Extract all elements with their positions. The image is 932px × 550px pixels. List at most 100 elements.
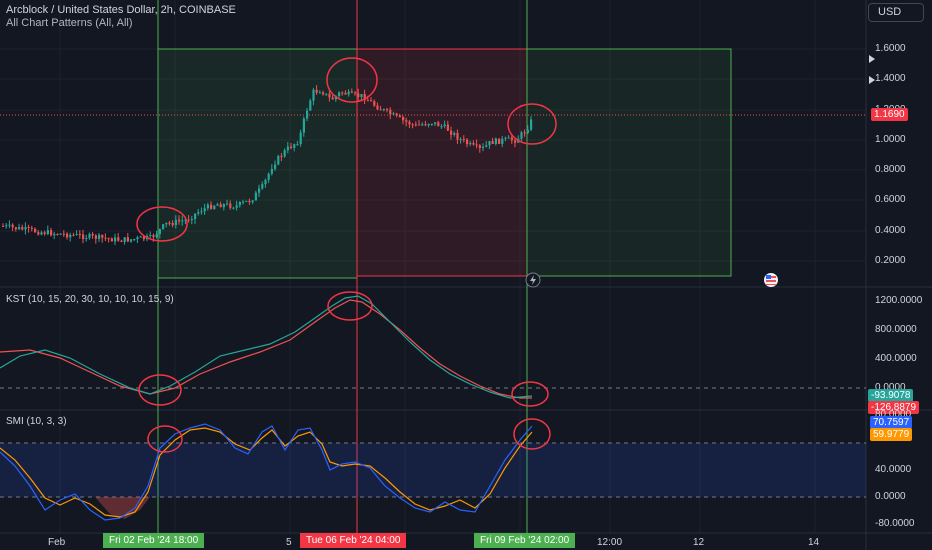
candle-body xyxy=(347,91,350,95)
time-tick: 12:00 xyxy=(597,537,623,548)
candle-body xyxy=(197,212,200,214)
smi-label[interactable]: SMI (10, 3, 3) xyxy=(6,416,67,427)
candle-body xyxy=(312,89,315,101)
currency-button[interactable]: USD xyxy=(868,3,924,22)
candle-body xyxy=(130,239,133,242)
candle-body xyxy=(200,211,203,213)
candle-body xyxy=(421,124,424,126)
candle-body xyxy=(248,200,251,203)
candle-body xyxy=(472,143,475,145)
candle-body xyxy=(136,237,139,240)
candle-body xyxy=(37,232,40,235)
candle-body xyxy=(338,92,341,96)
candle-body xyxy=(341,92,344,94)
candle-body xyxy=(274,164,277,169)
candle-body xyxy=(277,155,280,165)
smi-band xyxy=(0,443,866,497)
candle-body xyxy=(72,234,75,236)
time-marker-badge: Fri 02 Feb '24 18:00 xyxy=(103,533,205,548)
candle-body xyxy=(344,92,347,95)
smi-signal-line xyxy=(0,427,533,518)
kst-label[interactable]: KST (10, 15, 20, 30, 10, 10, 10, 15, 9) xyxy=(6,294,174,305)
candle-body xyxy=(482,146,485,149)
time-tick: Feb xyxy=(48,537,66,548)
candle-body xyxy=(245,200,248,202)
symbol-title[interactable]: Arcblock / United States Dollar, 2h, COI… xyxy=(6,4,236,16)
candle-body xyxy=(453,132,456,135)
candle-body xyxy=(126,237,129,242)
candle-body xyxy=(462,139,465,141)
candle-body xyxy=(434,122,437,124)
candle-body xyxy=(101,234,104,238)
candle-body xyxy=(229,203,232,208)
candle-body xyxy=(411,124,414,126)
indicator-title[interactable]: All Chart Patterns (All, All) xyxy=(6,17,133,29)
candle-body xyxy=(206,204,209,209)
candle-body xyxy=(242,201,245,203)
kst-signal-line xyxy=(0,299,532,399)
candle-body xyxy=(485,145,488,147)
candle-body xyxy=(379,109,382,111)
candle-body xyxy=(408,121,411,125)
annotation-circle xyxy=(326,57,378,103)
candle-body xyxy=(402,117,405,121)
candle-body xyxy=(306,110,309,119)
candle-body xyxy=(117,237,120,241)
kst-tick: 1200.0000 xyxy=(875,295,923,306)
candle-body xyxy=(203,208,206,212)
candle-body xyxy=(114,237,117,242)
candle-body xyxy=(443,124,446,127)
candle-body xyxy=(322,92,325,95)
candle-body xyxy=(18,227,21,230)
candle-body xyxy=(187,219,190,221)
candle-body xyxy=(514,140,517,143)
candle-body xyxy=(56,233,59,235)
candle-body xyxy=(213,205,216,209)
candle-body xyxy=(357,93,360,98)
candle-body xyxy=(43,232,46,234)
kst-tick: 800.0000 xyxy=(875,324,917,335)
candle-body xyxy=(286,146,289,151)
pattern-zone-red xyxy=(356,48,528,277)
candle-body xyxy=(382,109,385,111)
candle-body xyxy=(318,92,321,94)
candle-body xyxy=(59,233,62,235)
candle-body xyxy=(386,109,389,111)
candle-body xyxy=(264,179,267,185)
candle-body xyxy=(149,235,152,237)
candle-body xyxy=(523,132,526,134)
candle-body xyxy=(498,138,501,144)
candle-body xyxy=(504,137,507,139)
candle-body xyxy=(360,94,363,98)
candle-body xyxy=(389,109,392,115)
candle-body xyxy=(222,204,225,208)
candle-body xyxy=(459,139,462,141)
candle-body xyxy=(94,235,97,239)
candle-body xyxy=(194,213,197,220)
candle-body xyxy=(50,230,53,236)
scroll-right-icon xyxy=(869,76,875,84)
candle-body xyxy=(226,203,229,205)
kst-tick: 400.0000 xyxy=(875,353,917,364)
kst-line xyxy=(0,295,533,399)
candle-body xyxy=(66,233,69,238)
candle-body xyxy=(302,118,305,133)
candle-body xyxy=(27,226,30,228)
candle-body xyxy=(85,238,88,240)
candle-body xyxy=(450,130,453,135)
candle-body xyxy=(427,124,430,126)
candle-body xyxy=(8,224,11,226)
candle-body xyxy=(526,129,529,133)
candle-body xyxy=(290,146,293,148)
candle-body xyxy=(475,144,478,146)
candle-body xyxy=(91,233,94,236)
candle-body xyxy=(40,232,43,235)
candle-body xyxy=(232,207,235,209)
candle-body xyxy=(398,115,401,118)
price-tick: 1.4000 xyxy=(875,73,906,84)
candle-body xyxy=(120,240,123,242)
us-flag-icon xyxy=(764,273,778,287)
candle-body xyxy=(21,227,24,230)
candle-body xyxy=(466,139,469,145)
